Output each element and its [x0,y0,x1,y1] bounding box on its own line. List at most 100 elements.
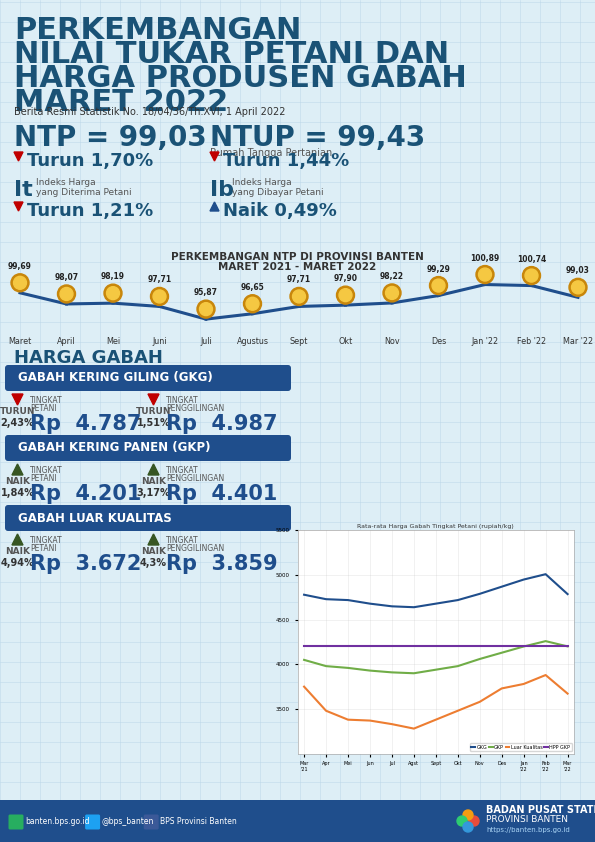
Circle shape [525,269,538,282]
Line: Luar Kualitas: Luar Kualitas [304,675,568,728]
Text: yang Diterima Petani: yang Diterima Petani [36,188,131,197]
Text: Indeks Harga: Indeks Harga [232,178,292,187]
Text: BADAN PUSAT STATISTIK: BADAN PUSAT STATISTIK [486,805,595,815]
Polygon shape [210,152,219,161]
GKP [345,663,352,673]
Circle shape [457,816,467,826]
GKG [345,595,352,605]
GKP [389,668,396,678]
Text: PERKEMBANGAN NTP DI PROVINSI BANTEN: PERKEMBANGAN NTP DI PROVINSI BANTEN [171,252,424,262]
Legend: GKG, GKP, Luar Kualitas, HPP GKP: GKG, GKP, Luar Kualitas, HPP GKP [470,743,572,751]
Text: Rumah Tangga Pertanian: Rumah Tangga Pertanian [210,148,332,158]
Luar Kualitas [367,716,374,726]
Text: NTP = 99,03: NTP = 99,03 [14,124,206,152]
Circle shape [151,287,168,306]
Text: TINGKAT: TINGKAT [166,396,199,405]
Text: HARGA PRODUSEN GABAH: HARGA PRODUSEN GABAH [14,64,466,93]
Text: 2,43%: 2,43% [1,418,35,428]
GKP [520,642,527,652]
Circle shape [14,276,27,290]
Luar Kualitas [432,715,439,725]
GKP [432,664,439,674]
Luar Kualitas [454,706,461,716]
Text: 97,90: 97,90 [334,274,358,283]
Text: GABAH LUAR KUALITAS: GABAH LUAR KUALITAS [18,511,172,525]
GKP [498,647,505,658]
Polygon shape [148,534,159,545]
GKG [322,594,330,605]
GKP [476,654,483,664]
Circle shape [469,816,479,826]
Text: 99,69: 99,69 [8,262,32,271]
Text: Juli: Juli [200,337,212,346]
Text: NAIK: NAIK [5,547,30,556]
Text: 4,94%: 4,94% [1,558,35,568]
Text: Sept: Sept [290,337,308,346]
Luar Kualitas [300,682,308,692]
Text: Indeks Harga: Indeks Harga [36,178,96,187]
Text: Juni: Juni [152,337,167,346]
Text: 4,3%: 4,3% [140,558,167,568]
Polygon shape [14,202,23,211]
GKG [411,602,418,612]
GKG [432,599,439,609]
Circle shape [478,268,491,281]
Text: Mar '22: Mar '22 [563,337,593,346]
HPP GKP [432,642,439,652]
Circle shape [463,810,473,820]
Circle shape [104,284,122,302]
Circle shape [430,276,447,295]
HPP GKP [454,642,461,652]
Text: Naik 0,49%: Naik 0,49% [223,202,337,220]
Luar Kualitas [564,689,571,699]
FancyBboxPatch shape [8,814,23,829]
HPP GKP [367,642,374,652]
Text: Jan '22: Jan '22 [471,337,499,346]
Circle shape [476,265,494,284]
HPP GKP [411,642,418,652]
Text: 3,17%: 3,17% [137,488,170,498]
Text: 95,87: 95,87 [194,288,218,297]
Text: 99,29: 99,29 [427,264,450,274]
Circle shape [339,289,352,301]
Text: Mei: Mei [106,337,120,346]
Circle shape [107,286,120,300]
FancyBboxPatch shape [0,800,595,842]
Text: TURUN: TURUN [136,407,171,416]
Text: BPS Provinsi Banten: BPS Provinsi Banten [160,818,237,827]
Line: GKG: GKG [304,574,568,607]
HPP GKP [389,642,396,652]
GKG [367,599,374,609]
Polygon shape [148,464,159,475]
Text: It: It [14,180,33,200]
Luar Kualitas [476,697,483,707]
Text: Rp  4.987: Rp 4.987 [166,414,277,434]
Circle shape [153,290,166,303]
Text: 1,84%: 1,84% [1,488,35,498]
Circle shape [572,281,584,294]
Text: TINGKAT: TINGKAT [166,466,199,475]
Text: NAIK: NAIK [141,477,166,486]
HPP GKP [476,642,483,652]
Text: PENGGILINGAN: PENGGILINGAN [166,544,224,553]
Text: @bps_banten: @bps_banten [102,818,154,827]
Text: PENGGILINGAN: PENGGILINGAN [166,474,224,483]
Line: GKP: GKP [304,641,568,674]
Text: 96,65: 96,65 [240,283,264,291]
Text: HARGA GABAH: HARGA GABAH [14,349,163,367]
Circle shape [290,287,308,306]
Text: NILAI TUKAR PETANI DAN: NILAI TUKAR PETANI DAN [14,40,449,69]
Text: 98,19: 98,19 [101,272,125,281]
Circle shape [386,286,399,300]
Luar Kualitas [498,684,505,694]
Circle shape [243,295,261,312]
GKP [322,661,330,671]
Circle shape [383,284,401,302]
Circle shape [522,267,540,285]
FancyBboxPatch shape [5,505,291,531]
Text: Feb '22: Feb '22 [517,337,546,346]
Text: Ib: Ib [210,180,234,200]
Text: Turun 1,70%: Turun 1,70% [27,152,154,170]
Text: TINGKAT: TINGKAT [30,396,62,405]
Text: yang Dibayar Petani: yang Dibayar Petani [232,188,324,197]
